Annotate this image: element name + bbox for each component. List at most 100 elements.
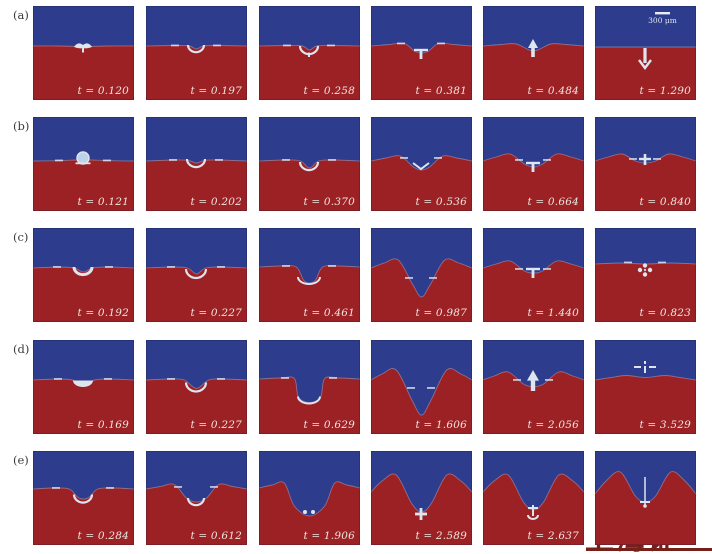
simulation-panel: t = 1.606 [371, 340, 472, 434]
time-label: t = 0.197 [190, 85, 242, 97]
arrowup-feature [528, 39, 538, 57]
simulation-panel: t = 0.461 [259, 228, 360, 322]
panel-image [33, 451, 134, 545]
row-label: (d) [13, 342, 30, 356]
simulation-panel: t = 0.169 [33, 340, 134, 434]
time-label: t = 1.290 [639, 85, 691, 97]
row-label: (e) [13, 453, 29, 467]
bowl-feature [73, 380, 93, 387]
time-label: t = 0.840 [639, 196, 691, 208]
arrowbig-feature [527, 370, 539, 391]
column-feature [640, 477, 650, 508]
time-label: t = 3.529 [639, 419, 691, 431]
arcjet-feature [298, 45, 320, 57]
time-label: t = 0.664 [527, 196, 579, 208]
panel-image [146, 6, 247, 100]
time-label: t = 0.381 [415, 85, 467, 97]
tjet-feature [526, 267, 540, 278]
plusjet-feature [639, 154, 651, 165]
panel-image [259, 340, 360, 434]
simulation-panel: t = 0.612 [146, 451, 247, 545]
simulation-panel: t = 2.589 [371, 451, 472, 545]
panel-image [483, 6, 584, 100]
panel-image [33, 6, 134, 100]
panel-image [146, 340, 247, 434]
time-label: t = 2.589 [415, 530, 467, 542]
varc-feature [412, 162, 430, 171]
time-label: t = 1.906 [303, 530, 355, 542]
rim-feature [297, 396, 321, 405]
simulation-panel: t = 0.284 [33, 451, 134, 545]
time-label: t = 0.227 [190, 307, 242, 319]
arc-feature [186, 44, 206, 54]
panel-image [483, 340, 584, 434]
tjet-feature [526, 161, 540, 172]
panel-image [483, 451, 584, 545]
simulation-panel: t = 2.056 [483, 340, 584, 434]
time-label: t = 0.227 [190, 419, 242, 431]
rim-feature [297, 276, 321, 285]
anchor-feature [527, 505, 539, 520]
simulation-panel: t = 0.202 [146, 117, 247, 211]
time-label: t = 0.629 [303, 419, 355, 431]
simulation-panel: t = 0.227 [146, 340, 247, 434]
panel-image [259, 117, 360, 211]
panel-image [483, 117, 584, 211]
time-label: t = 2.637 [527, 530, 579, 542]
crescent-feature [72, 266, 94, 277]
scale-bar-label: 300 μm [648, 16, 677, 25]
time-label: t = 0.484 [527, 85, 579, 97]
scale-bar [655, 12, 670, 15]
arc-feature [72, 494, 94, 504]
panel-image [259, 451, 360, 545]
simulation-panel: t = 0.629 [259, 340, 360, 434]
panel-image [371, 340, 472, 434]
time-label: t = 1.606 [415, 419, 467, 431]
simulation-panel: t = 0.664 [483, 117, 584, 211]
time-label: t = 0.987 [415, 307, 467, 319]
simulation-panel: t = 0.840 [595, 117, 696, 211]
simulation-panel [595, 451, 696, 545]
time-label: t = 1.440 [527, 307, 579, 319]
panel-image [371, 6, 472, 100]
panel-image [33, 117, 134, 211]
time-label: t = 0.258 [303, 85, 355, 97]
panel-image [371, 228, 472, 322]
fragT-feature [634, 361, 656, 373]
simulation-panel: t = 0.121 [33, 117, 134, 211]
simulation-panel: t = 1.906 [259, 451, 360, 545]
cross-feature [415, 508, 427, 520]
simulation-panel: t = 0.120 [33, 6, 134, 100]
time-label: t = 2.056 [527, 419, 579, 431]
plume-feature [638, 48, 652, 70]
panel-image [595, 117, 696, 211]
simulation-panel: t = 0.484 [483, 6, 584, 100]
simulation-panel: t = 0.258 [259, 6, 360, 100]
panel-image [371, 451, 472, 545]
arc-feature [184, 268, 208, 280]
time-label: t = 0.192 [77, 307, 129, 319]
simulation-panel: t = 0.192 [33, 228, 134, 322]
tjet-feature [414, 48, 428, 59]
arc-feature [186, 497, 206, 507]
time-label: t = 0.370 [303, 196, 355, 208]
row-label: (a) [13, 8, 29, 22]
panel-image [146, 228, 247, 322]
arc-feature [184, 382, 208, 393]
panel-image [259, 228, 360, 322]
time-label: t = 0.169 [77, 419, 129, 431]
time-label: t = 0.823 [639, 307, 691, 319]
simulation-panel: t = 1.440 [483, 228, 584, 322]
simulation-panel: t = 0.987 [371, 228, 472, 322]
arc-feature [298, 161, 320, 172]
time-label: t = 0.536 [415, 196, 467, 208]
panel-image [146, 451, 247, 545]
time-label: t = 0.612 [190, 530, 242, 542]
simulation-panel: t = 3.529 [595, 340, 696, 434]
dome-feature [75, 151, 91, 165]
panel-image [33, 340, 134, 434]
arc-feature [185, 158, 207, 169]
panel-image [595, 228, 696, 322]
splash-feature [74, 43, 92, 53]
